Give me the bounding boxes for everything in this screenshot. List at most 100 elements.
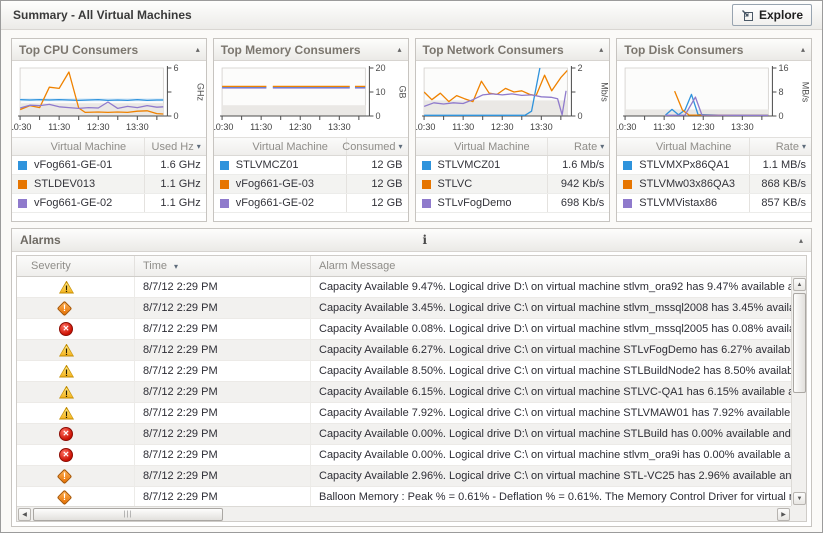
collapse-icon[interactable]: ▴: [397, 45, 402, 54]
consumer-row[interactable]: STLVMVistax86 857 KB/s: [617, 194, 811, 213]
time-column-label: Time: [143, 260, 168, 272]
value-column-label: Rate: [573, 140, 598, 153]
collapse-icon[interactable]: ▴: [800, 45, 805, 54]
collapse-icon[interactable]: ▴: [195, 45, 200, 54]
consumer-row[interactable]: STLVMCZ01 12 GB: [213, 156, 408, 175]
series-swatch: [416, 198, 437, 208]
warning-icon: !: [59, 364, 74, 378]
alarm-message: Capacity Available 9.47%. Logical drive …: [319, 281, 791, 293]
consumer-row[interactable]: STLVMw03x86QA3 868 KB/s: [617, 175, 811, 194]
scroll-right-button[interactable]: ▶: [777, 508, 790, 521]
alarm-message: Capacity Available 0.08%. Logical drive …: [319, 323, 791, 335]
collapse-icon[interactable]: ▴: [599, 45, 604, 54]
alarm-severity-cell: ✕: [17, 445, 135, 465]
panel-title: Top Disk Consumers: [624, 42, 744, 57]
svg-text:16: 16: [779, 63, 789, 73]
disk-chart[interactable]: 0 8 16 10:30 11:30 12:30 13:30 MB/s: [617, 63, 811, 137]
consumer-table-header: Virtual Machine Consumed ▾: [213, 137, 408, 156]
alarm-message: Capacity Available 8.50%. Logical drive …: [319, 365, 791, 377]
svg-text:10: 10: [375, 87, 385, 97]
sort-desc-icon: ▾: [398, 142, 403, 151]
sort-desc-icon: ▾: [801, 142, 806, 151]
value-column-header[interactable]: Rate ▾: [547, 138, 609, 155]
consumer-table-header: Virtual Machine Used Hz ▾: [12, 137, 206, 156]
value-column-header[interactable]: Consumed ▾: [342, 138, 408, 155]
scroll-up-button[interactable]: ▲: [793, 278, 806, 291]
panel-top-disk-consumers: Top Disk Consumers ▴ 0 8 16 10:30 11:30 12:30…: [616, 38, 812, 222]
consumer-row[interactable]: vFog661-GE-01 1.6 GHz: [12, 156, 206, 175]
svg-text:10:30: 10:30: [214, 122, 233, 132]
alarm-time: 8/7/12 2:29 PM: [135, 445, 311, 465]
vertical-scrollbar[interactable]: ▲ ▼: [791, 277, 806, 506]
alarm-row[interactable]: ! 8/7/12 2:29 PM Capacity Available 8.50%.…: [17, 361, 791, 382]
fatal-icon: ✕: [59, 322, 73, 336]
alarm-row[interactable]: ! 8/7/12 2:29 PM Capacity Available 7.92%.…: [17, 403, 791, 424]
panel-header: Top Disk Consumers ▴: [617, 39, 811, 61]
scroll-down-button[interactable]: ▼: [793, 492, 806, 505]
scroll-left-button[interactable]: ◀: [18, 508, 31, 521]
vm-name: STLVMCZ01: [437, 159, 501, 171]
alarm-row[interactable]: ! 8/7/12 2:29 PM Capacity Available 6.15%.…: [17, 382, 791, 403]
vm-column-header[interactable]: Virtual Machine: [655, 140, 732, 153]
alarm-severity-cell: !: [17, 487, 135, 506]
vm-value: 1.1 MB/s: [749, 156, 811, 174]
network-chart[interactable]: 0 2 10:30 11:30 12:30 13:30 Mb/s: [416, 63, 610, 137]
consumer-row[interactable]: STLVMXPx86QA1 1.1 MB/s: [617, 156, 811, 175]
alarm-row[interactable]: ! 8/7/12 2:29 PM Capacity Available 6.27%.…: [17, 340, 791, 361]
vm-name: STLDEV013: [34, 178, 96, 190]
alarm-time: 8/7/12 2:29 PM: [135, 424, 311, 444]
page-title: Summary - All Virtual Machines: [13, 8, 192, 22]
vm-value: 1.1 GHz: [143, 175, 206, 193]
fatal-icon: ✕: [59, 448, 73, 462]
alarm-time: 8/7/12 2:29 PM: [135, 277, 311, 297]
vm-value: 868 KB/s: [749, 175, 811, 193]
horizontal-scroll-thumb[interactable]: |||: [33, 508, 223, 521]
top-consumers-row: Top CPU Consumers ▴ 0 6 10:30 11:30 12:30 13:…: [1, 30, 822, 222]
alarm-row[interactable]: ! 8/7/12 2:29 PM Capacity Available 2.96%.…: [17, 466, 791, 487]
message-column-header[interactable]: Alarm Message: [319, 260, 396, 272]
time-column-header[interactable]: Time ▾: [135, 256, 311, 276]
color-swatch-icon: [623, 179, 633, 189]
vm-name: STLVMXPx86QA1: [639, 159, 730, 171]
consumer-row[interactable]: vFog661-GE-02 1.1 GHz: [12, 194, 206, 213]
collapse-icon[interactable]: ▴: [798, 235, 803, 245]
value-column-header[interactable]: Rate ▾: [749, 138, 811, 155]
svg-text:0: 0: [375, 111, 380, 121]
consumer-row[interactable]: STLDEV013 1.1 GHz: [12, 175, 206, 194]
explore-button[interactable]: Explore: [731, 4, 812, 26]
vm-value: 1.6 GHz: [143, 156, 206, 174]
vm-column-header[interactable]: Virtual Machine: [454, 140, 530, 153]
svg-text:13:30: 13:30: [126, 122, 149, 132]
info-icon[interactable]: i: [422, 233, 428, 247]
alarm-rows: ! 8/7/12 2:29 PM Capacity Available 9.47%.…: [17, 277, 791, 506]
value-column-header[interactable]: Used Hz ▾: [143, 138, 206, 155]
series-swatch: [617, 160, 638, 170]
alarm-row[interactable]: ! 8/7/12 2:29 PM Balloon Memory : Peak % =…: [17, 487, 791, 506]
vm-value: 1.6 Mb/s: [547, 156, 609, 174]
alarm-row[interactable]: ✕ 8/7/12 2:29 PM Capacity Available 0.00%.…: [17, 424, 791, 445]
vertical-scroll-thumb[interactable]: [793, 293, 806, 393]
alarm-row[interactable]: ✕ 8/7/12 2:29 PM Capacity Available 0.00%.…: [17, 445, 791, 466]
disk-consumer-rows: STLVMXPx86QA1 1.1 MB/s STLVMw03x86QA3 868 K…: [617, 156, 811, 213]
alarm-time: 8/7/12 2:29 PM: [135, 487, 311, 506]
memory-chart[interactable]: 0 10 20 10:30 11:30 12:30 13:30 GB: [214, 63, 408, 137]
vm-value: 857 KB/s: [749, 194, 811, 212]
consumer-row[interactable]: vFog661-GE-03 12 GB: [213, 175, 408, 194]
severity-column-header[interactable]: Severity: [17, 256, 135, 276]
alarm-message: Capacity Available 6.27%. Logical drive …: [319, 344, 791, 356]
consumer-row[interactable]: STLVMCZ01 1.6 Mb/s: [415, 156, 610, 175]
alarms-header: Alarms i ▴: [12, 229, 811, 252]
alarm-severity-cell: !: [17, 466, 135, 486]
consumer-row[interactable]: STLVC 942 Kb/s: [415, 175, 610, 194]
vm-value: 12 GB: [345, 156, 408, 174]
svg-text:10:30: 10:30: [416, 122, 435, 132]
consumer-row[interactable]: STLvFogDemo 698 Kb/s: [415, 194, 610, 213]
alarm-row[interactable]: ! 8/7/12 2:29 PM Capacity Available 3.45%.…: [17, 298, 791, 319]
cpu-chart[interactable]: 0 6 10:30 11:30 12:30 13:30 GHz: [12, 63, 206, 137]
alarm-row[interactable]: ✕ 8/7/12 2:29 PM Capacity Available 0.08%.…: [17, 319, 791, 340]
vm-column-header[interactable]: Virtual Machine: [252, 140, 328, 153]
horizontal-scrollbar[interactable]: ◀ ||| ▶: [17, 506, 791, 521]
alarm-row[interactable]: ! 8/7/12 2:29 PM Capacity Available 9.47%.…: [17, 277, 791, 298]
consumer-row[interactable]: vFog661-GE-02 12 GB: [213, 194, 408, 213]
vm-column-header[interactable]: Virtual Machine: [50, 140, 127, 153]
